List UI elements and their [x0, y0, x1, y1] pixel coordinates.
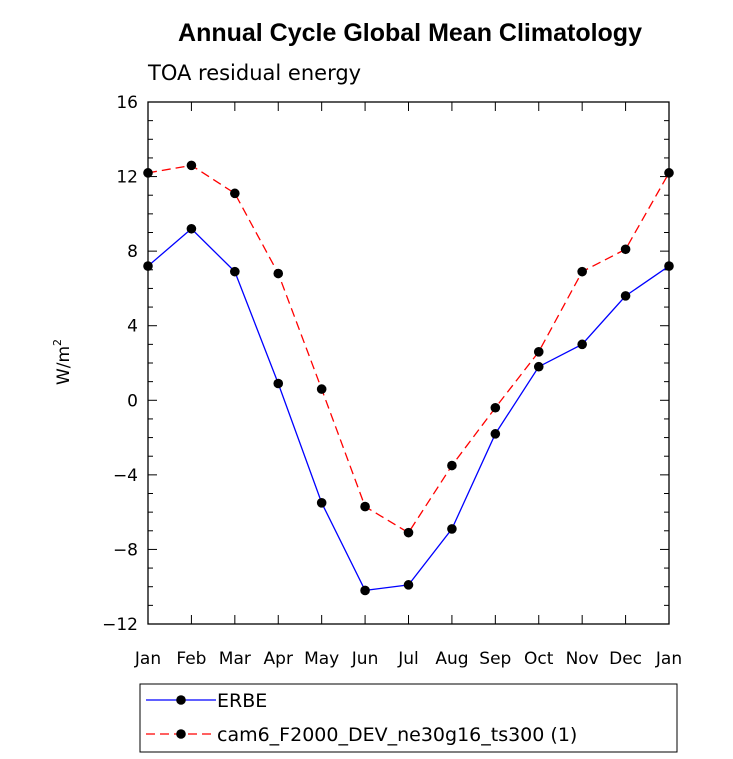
chart-title: Annual Cycle Global Mean Climatology — [178, 19, 642, 47]
x-tick-label: Jun — [351, 649, 379, 669]
data-point-series-1 — [447, 524, 457, 534]
x-tick-label: Mar — [219, 649, 251, 669]
data-point-series-1 — [577, 339, 587, 350]
chart-subtitle: TOA residual energy — [147, 61, 361, 85]
plot-frame — [147, 101, 670, 625]
data-point-series-1 — [273, 378, 284, 389]
data-point-series-1 — [316, 498, 327, 508]
data-point-series-1 — [360, 585, 370, 596]
data-point-series-2 — [447, 460, 457, 471]
y-tick-label: 8 — [127, 242, 138, 262]
legend-label-1: ERBE — [217, 690, 267, 712]
x-tick-label: Feb — [176, 649, 206, 669]
data-point-series-1 — [143, 261, 153, 271]
x-tick-label: Jul — [397, 649, 419, 669]
x-tick-label: Apr — [264, 649, 293, 669]
data-point-series-2 — [664, 168, 674, 178]
y-tick-label: −12 — [102, 615, 138, 635]
data-point-series-2 — [533, 347, 544, 357]
y-tick-label: 4 — [127, 317, 138, 337]
data-point-series-2 — [186, 160, 197, 171]
legend-box — [139, 683, 678, 753]
data-point-series-1 — [490, 429, 501, 439]
x-tick-label: Nov — [566, 649, 599, 669]
data-point-series-2 — [316, 384, 327, 394]
x-tick-label: Sep — [479, 649, 511, 669]
legend-marker-2 — [176, 729, 186, 739]
data-point-series-2 — [360, 501, 370, 512]
data-point-series-1 — [664, 261, 674, 271]
data-point-series-2 — [577, 266, 587, 277]
data-point-series-2 — [273, 268, 284, 279]
data-point-series-2 — [143, 168, 153, 178]
svg-text:W/m2: W/m2 — [51, 339, 74, 385]
x-tick-label: Jan — [134, 649, 161, 669]
y-tick-label: 0 — [127, 391, 138, 411]
y-axis-label-text: W/m — [54, 346, 74, 385]
data-point-series-2 — [403, 527, 414, 538]
legend-marker-1 — [176, 695, 186, 705]
data-point-series-1 — [533, 361, 544, 372]
data-point-series-1 — [403, 580, 414, 590]
x-tick-label: Aug — [435, 649, 468, 669]
y-axis-label: W/m2 — [51, 339, 74, 385]
x-tick-label: Oct — [524, 649, 554, 669]
axis-ticks — [147, 101, 670, 625]
x-tick-label: Jan — [655, 649, 682, 669]
y-tick-labels: −12 −8 −4 0 4 8 12 16 — [102, 93, 138, 635]
x-tick-labels: Jan Feb Mar Apr May Jun Jul Aug Sep Oct Nov Dec Jan — [134, 649, 682, 669]
y-tick-label: −8 — [113, 540, 138, 560]
series-layer — [143, 160, 674, 596]
x-tick-label: May — [304, 649, 339, 669]
y-tick-label: −4 — [113, 466, 138, 486]
data-point-series-1 — [230, 266, 240, 277]
y-tick-label: 16 — [116, 93, 138, 113]
legend: ERBE cam6_F2000_DEV_ne30g16_ts300 (1) — [146, 690, 577, 746]
data-point-series-2 — [490, 402, 501, 413]
legend-label-2: cam6_F2000_DEV_ne30g16_ts300 (1) — [217, 724, 577, 746]
data-point-series-2 — [230, 188, 240, 199]
y-tick-label: 12 — [116, 168, 138, 188]
x-tick-label: Dec — [609, 649, 642, 669]
y-axis-label-superscript: 2 — [51, 339, 64, 346]
data-point-series-1 — [186, 223, 197, 234]
data-point-series-2 — [620, 244, 631, 255]
data-point-series-1 — [620, 291, 631, 301]
series-line-2 — [147, 164, 670, 534]
